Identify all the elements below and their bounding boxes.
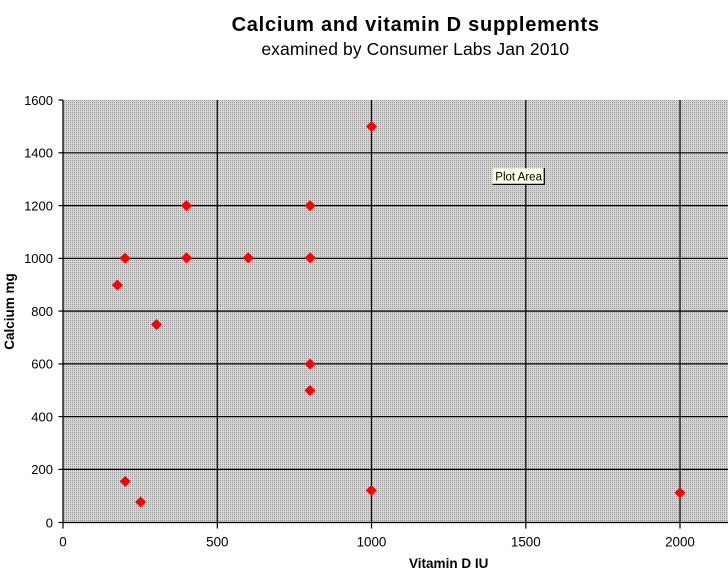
svg-text:Vitamin D IU: Vitamin D IU <box>409 556 488 571</box>
svg-text:800: 800 <box>31 304 53 319</box>
svg-text:600: 600 <box>31 357 53 372</box>
svg-text:1500: 1500 <box>511 534 541 549</box>
svg-text:500: 500 <box>206 534 228 549</box>
svg-text:Plot Area: Plot Area <box>495 171 542 183</box>
svg-text:0: 0 <box>59 534 66 549</box>
svg-text:1600: 1600 <box>24 93 53 108</box>
svg-text:200: 200 <box>31 462 53 477</box>
svg-text:0: 0 <box>46 515 53 530</box>
svg-text:2000: 2000 <box>665 534 695 549</box>
svg-text:400: 400 <box>31 409 53 424</box>
svg-text:1400: 1400 <box>24 146 53 161</box>
svg-text:examined by Consumer Labs Jan: examined by Consumer Labs Jan 2010 <box>261 39 569 59</box>
svg-text:1000: 1000 <box>357 534 387 549</box>
svg-text:1200: 1200 <box>24 198 53 213</box>
svg-text:1000: 1000 <box>24 251 53 266</box>
svg-text:Calcium and vitamin D suppleme: Calcium and vitamin D supplements <box>232 14 600 36</box>
svg-text:Calcium mg: Calcium mg <box>2 273 17 350</box>
